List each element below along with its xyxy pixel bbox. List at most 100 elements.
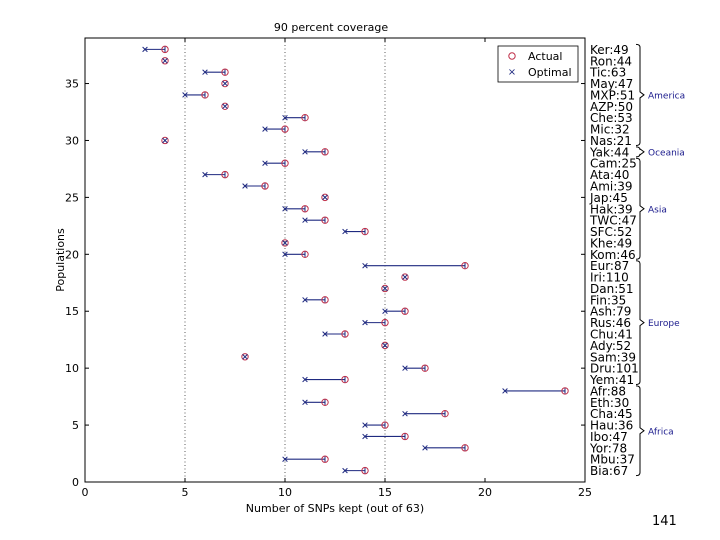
- optimal-point-stroke: [282, 240, 288, 246]
- region-brackets: America Oceania Asia Europe Africa: [635, 43, 685, 477]
- optimal-point: [142, 46, 148, 53]
- actual-point: [161, 45, 169, 54]
- optimal-point: [222, 80, 228, 87]
- actual-point: [221, 68, 229, 76]
- region-bracket: [635, 260, 645, 386]
- population-label: Hak:39: [590, 202, 633, 216]
- plot-frame: [84, 37, 586, 483]
- optimal-point: [262, 160, 268, 166]
- population-label: Dru:101: [590, 362, 639, 376]
- optimal-point: [382, 342, 388, 349]
- population-label: Ibo:47: [590, 430, 628, 444]
- region-label: Africa: [648, 427, 674, 437]
- population-label: SFC:52: [590, 225, 632, 239]
- optimal-point-stroke: [282, 114, 288, 121]
- optimal-point-stroke: [422, 445, 428, 451]
- optimal-point-stroke: [342, 467, 348, 474]
- population-label: Eth:30: [590, 396, 629, 410]
- actual-point: [321, 193, 329, 202]
- optimal-point: [302, 217, 308, 223]
- population-label: Chu:41: [590, 328, 633, 342]
- population-label: Eur:87: [590, 259, 629, 273]
- x-axis-label: Number of SNPs kept (out of 63): [246, 502, 424, 515]
- population-label: Kom:46: [590, 248, 636, 262]
- optimal-point: [162, 137, 168, 144]
- actual-point: [161, 136, 169, 145]
- y-tick-label: 35: [65, 78, 79, 91]
- population-label: Mic:32: [590, 123, 630, 137]
- population-label: Ker:49: [590, 43, 629, 57]
- optimal-point: [302, 297, 308, 303]
- optimal-point-stroke: [262, 126, 268, 132]
- population-label: Afr:88: [590, 384, 626, 398]
- actual-point: [401, 273, 409, 281]
- actual-point: [321, 148, 329, 156]
- actual-point: [461, 261, 469, 270]
- actual-point: [361, 227, 369, 236]
- actual-point: [161, 57, 169, 65]
- population-label: Mbu:37: [590, 453, 635, 467]
- population-label: Sam:39: [590, 350, 636, 364]
- optimal-point-stroke: [362, 422, 368, 428]
- optimal-point-stroke: [302, 149, 308, 155]
- optimal-point: [362, 319, 368, 326]
- optimal-point-stroke: [322, 194, 328, 201]
- optimal-point-stroke: [382, 285, 388, 292]
- optimal-point: [302, 399, 308, 406]
- actual-point: [341, 330, 349, 338]
- population-label: Che:53: [590, 111, 633, 125]
- optimal-point: [282, 251, 288, 258]
- optimal-point-stroke: [382, 342, 388, 349]
- optimal-point: [422, 445, 428, 451]
- population-label: Fin:35: [590, 293, 626, 307]
- optimal-point-stroke: [242, 354, 248, 360]
- actual-point: [401, 307, 409, 315]
- y-tick-label: 20: [65, 248, 79, 261]
- y-tick-label: 15: [65, 305, 79, 318]
- actual-point: [441, 409, 449, 418]
- optimal-point-stroke: [242, 183, 248, 189]
- optimal-point: [282, 456, 288, 462]
- optimal-point: [362, 262, 368, 269]
- optimal-point: [322, 331, 328, 337]
- population-label: Cha:45: [590, 407, 633, 421]
- population-label: Dan:51: [590, 282, 634, 296]
- population-label: MXP:51: [590, 88, 635, 102]
- optimal-point: [402, 365, 408, 371]
- optimal-point-stroke: [182, 92, 188, 98]
- x-tick-label: 5: [182, 486, 189, 499]
- grid-lines: [184, 38, 386, 482]
- actual-point: [321, 216, 329, 224]
- actual-point: [241, 353, 249, 361]
- actual-point: [421, 364, 429, 372]
- region-label: Asia: [648, 205, 667, 215]
- actual-point: [461, 444, 469, 452]
- legend-optimal-label: Optimal: [528, 66, 572, 79]
- population-label: Ron:44: [590, 54, 632, 68]
- segment-layer: [145, 46, 566, 474]
- optimal-point: [502, 388, 508, 394]
- optimal-point-stroke: [362, 262, 368, 269]
- optimal-point-stroke: [282, 251, 288, 258]
- optimal-point-stroke: [362, 433, 368, 440]
- x-tick-label: 15: [378, 486, 392, 499]
- actual-point: [381, 318, 389, 327]
- optimal-point-stroke: [362, 319, 368, 326]
- population-label: Iri:110: [590, 271, 629, 285]
- y-tick-label: 30: [65, 134, 79, 147]
- population-label: Yor:78: [589, 441, 627, 455]
- population-label: Rus:46: [590, 316, 631, 330]
- optimal-point-stroke: [402, 410, 408, 417]
- page-number: 141: [652, 514, 677, 529]
- actual-point: [321, 398, 329, 407]
- actual-point: [401, 432, 409, 441]
- optimal-point-stroke: [382, 308, 388, 314]
- region-bracket: [635, 385, 645, 477]
- x-tick-label: 25: [578, 486, 592, 499]
- optimal-point-stroke: [202, 171, 208, 178]
- optimal-point: [382, 308, 388, 314]
- x-tick-label: 10: [278, 486, 292, 499]
- legend-actual-marker: [508, 52, 516, 60]
- optimal-point-stroke: [222, 103, 228, 110]
